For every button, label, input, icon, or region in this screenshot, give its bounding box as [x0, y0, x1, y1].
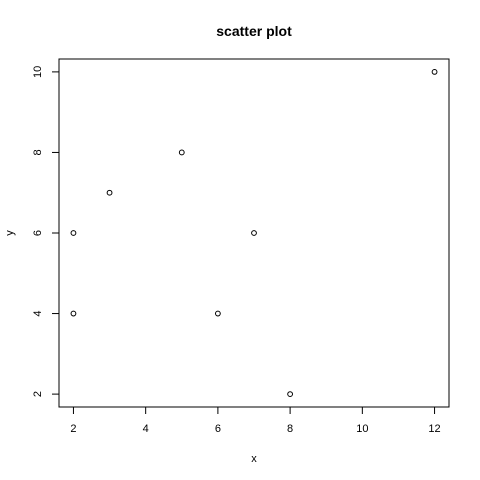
data-point-7 — [431, 68, 438, 75]
data-point-4 — [214, 310, 221, 317]
y-tick-label-8: 8 — [32, 149, 44, 155]
data-point-0 — [70, 310, 77, 317]
y-tick-label-10: 10 — [32, 66, 44, 78]
data-point-5 — [251, 230, 257, 236]
x-axis-label: x — [251, 453, 257, 465]
x-tick-label-12: 12 — [428, 423, 440, 435]
y-axis-label: y — [4, 230, 16, 236]
x-tick-label-6: 6 — [215, 423, 221, 435]
plot-frame — [58, 58, 450, 408]
data-point-1 — [70, 230, 77, 236]
y-tick-label-4: 4 — [32, 310, 44, 316]
y-axis: 2 4 6 8 10 — [32, 66, 59, 397]
data-points — [70, 68, 438, 398]
data-point-3 — [178, 149, 185, 156]
x-tick-label-2: 2 — [70, 423, 76, 435]
y-tick-label-2: 2 — [32, 391, 44, 397]
x-tick-label-8: 8 — [287, 423, 293, 435]
y-tick-label-6: 6 — [32, 230, 44, 236]
x-tick-label-4: 4 — [143, 423, 149, 435]
x-axis: 2 4 6 8 10 12 — [70, 407, 441, 435]
x-tick-label-10: 10 — [356, 423, 368, 435]
data-point-6 — [287, 391, 294, 398]
chart-title: scatter plot — [216, 23, 292, 39]
data-point-2 — [106, 189, 113, 196]
